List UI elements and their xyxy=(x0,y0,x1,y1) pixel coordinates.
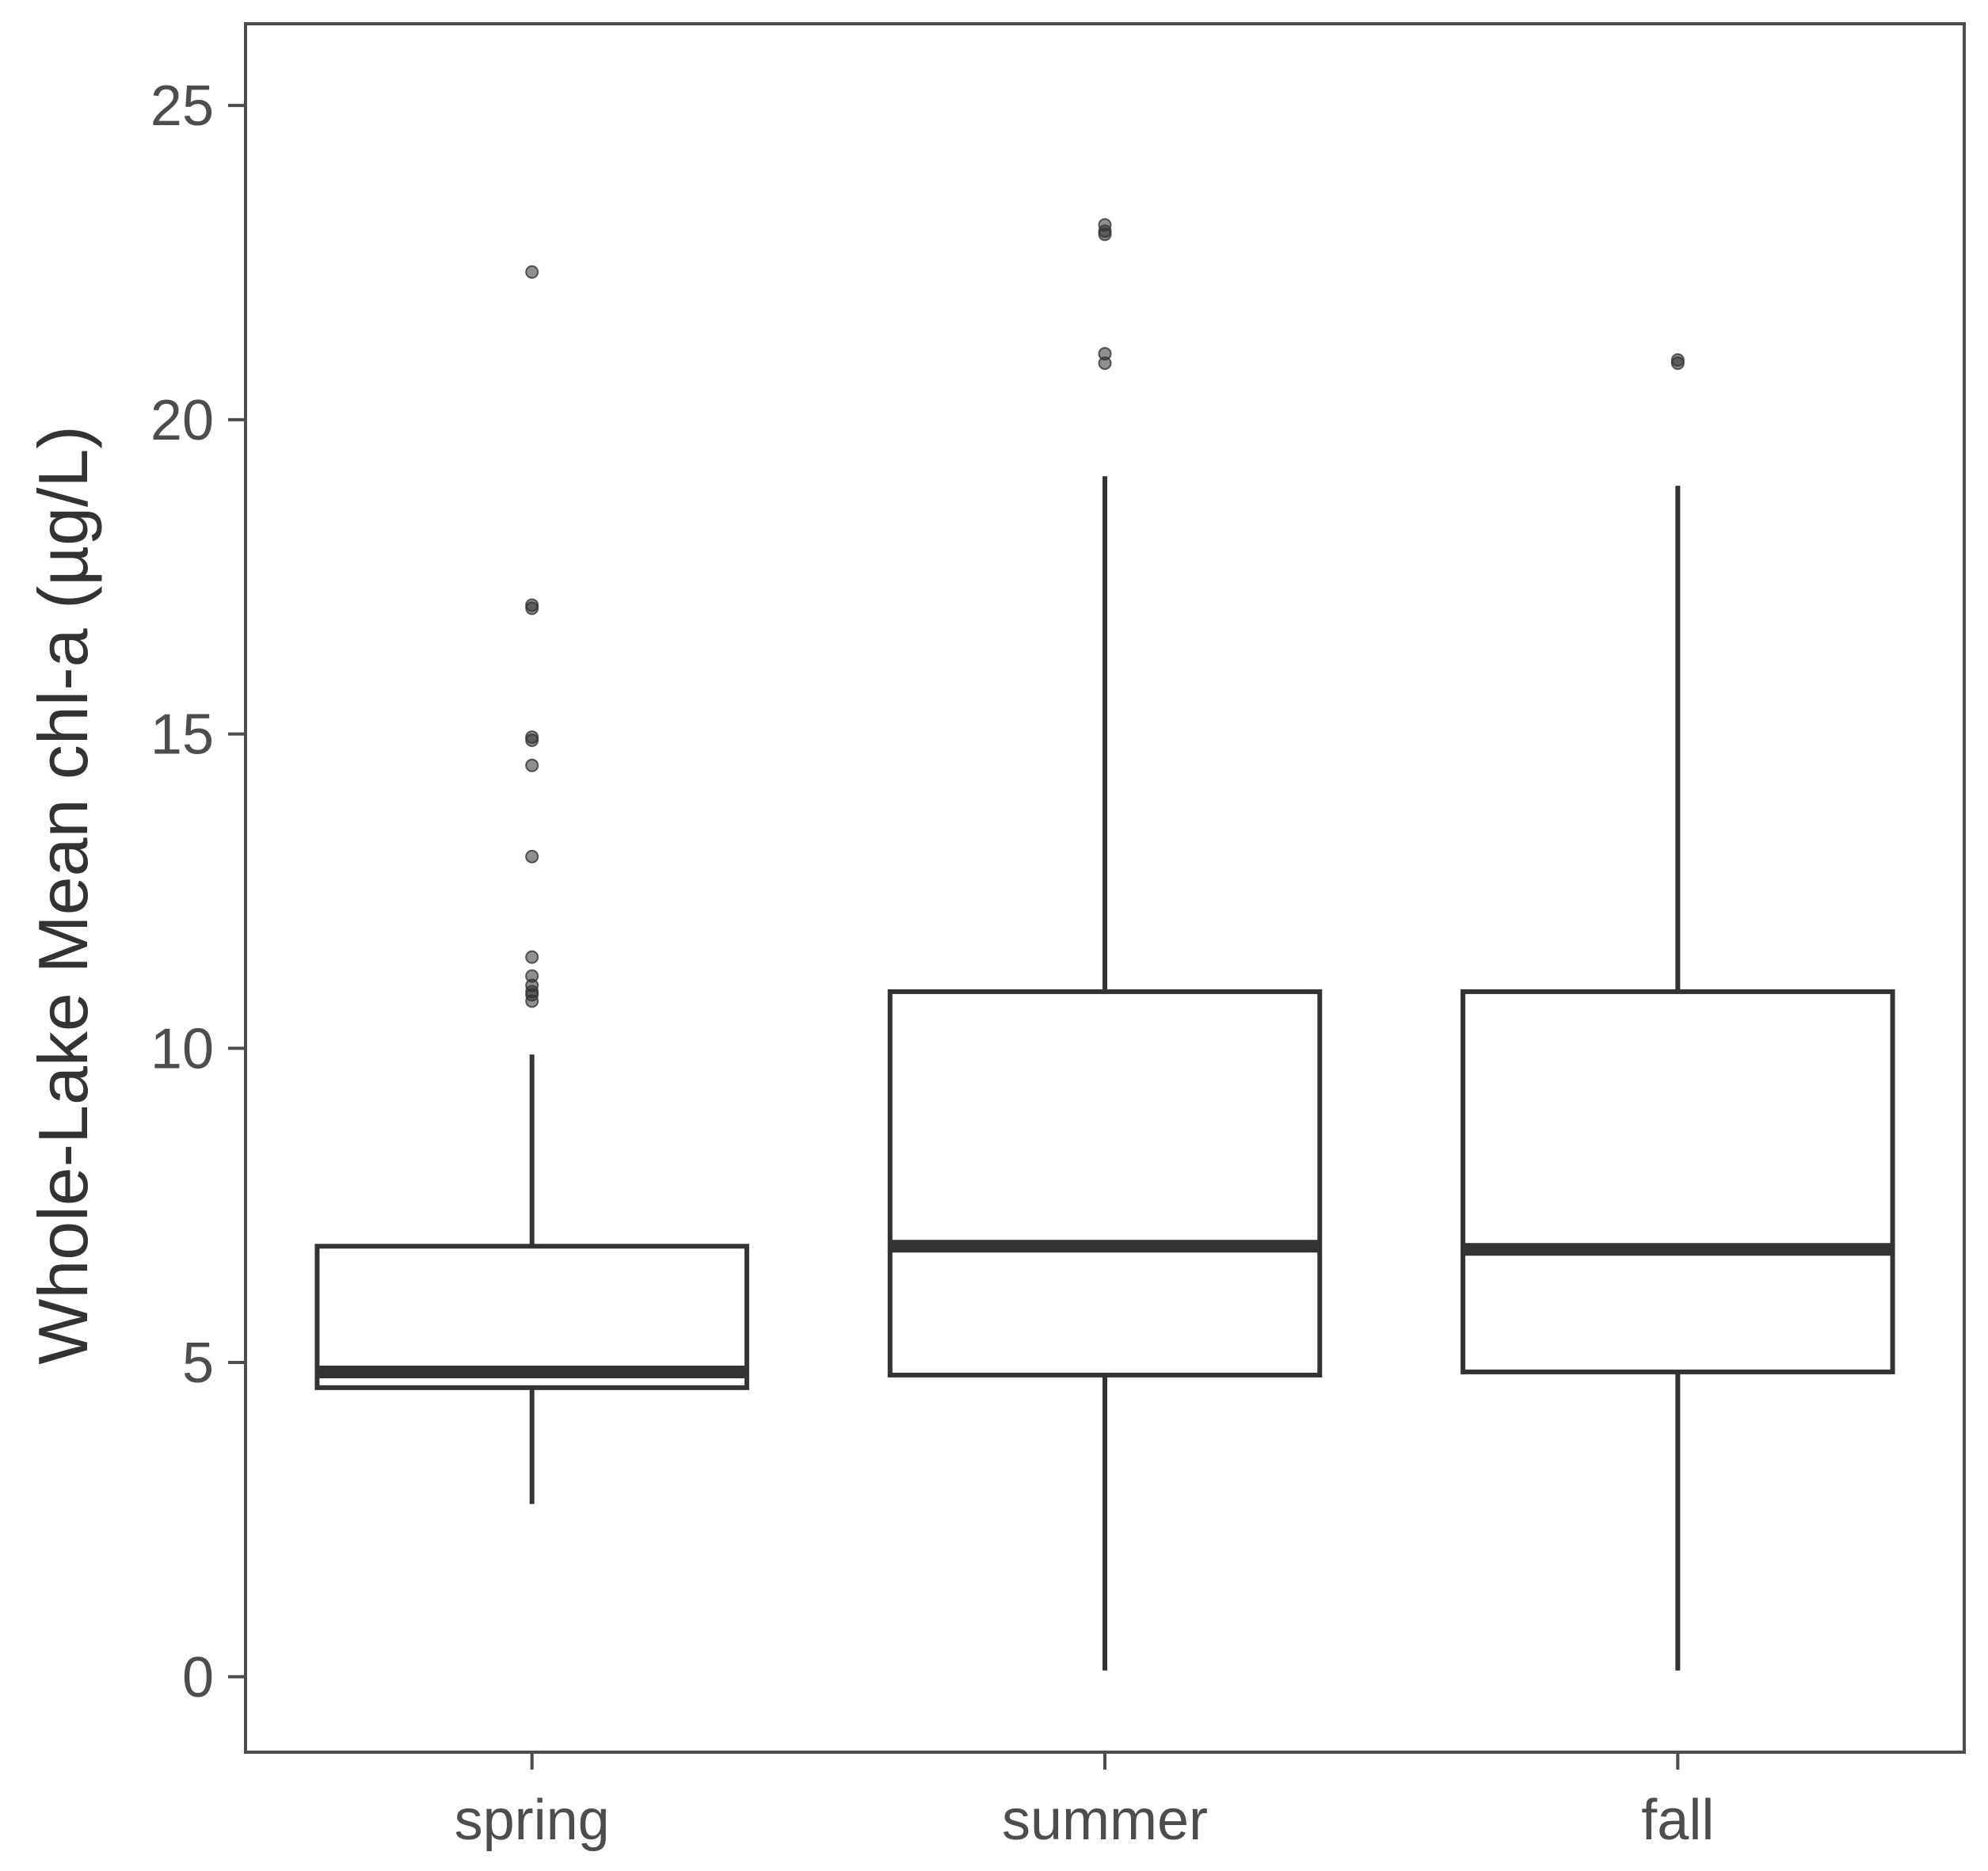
y-tick-label: 10 xyxy=(150,1017,214,1080)
outlier-point xyxy=(1098,227,1112,242)
iqr-box xyxy=(1461,989,1895,1374)
y-tick-label: 0 xyxy=(182,1646,214,1709)
outlier-point xyxy=(525,734,539,748)
x-tick-label-summer: summer xyxy=(1002,1789,1208,1852)
iqr-box xyxy=(314,1244,749,1390)
iqr-box xyxy=(887,989,1323,1378)
outlier-point xyxy=(525,950,539,964)
y-axis-title: Whole-Lake Mean chl-a (µg/L) xyxy=(24,425,102,1364)
y-tick-label: 25 xyxy=(150,74,214,138)
outlier-point xyxy=(525,849,539,863)
boxes-layer xyxy=(314,476,1895,1671)
outlier-point xyxy=(525,758,539,772)
outlier-point xyxy=(1098,356,1112,370)
box-summer xyxy=(887,476,1323,1671)
box-fall xyxy=(1461,486,1895,1671)
x-axis: spring summer fall xyxy=(455,1752,1714,1852)
outlier-point xyxy=(525,994,539,1008)
outliers-layer xyxy=(525,218,1685,1008)
y-tick-label: 5 xyxy=(182,1332,214,1395)
outlier-point xyxy=(525,601,539,615)
y-tick-label: 20 xyxy=(150,389,214,452)
y-axis: 0 5 10 15 20 25 xyxy=(150,74,246,1709)
box-spring xyxy=(314,1054,749,1504)
outlier-point xyxy=(1670,356,1685,370)
x-tick-label-spring: spring xyxy=(455,1789,610,1852)
outlier-point xyxy=(525,265,539,279)
x-tick-label-fall: fall xyxy=(1641,1789,1714,1852)
y-tick-label: 15 xyxy=(150,703,214,767)
